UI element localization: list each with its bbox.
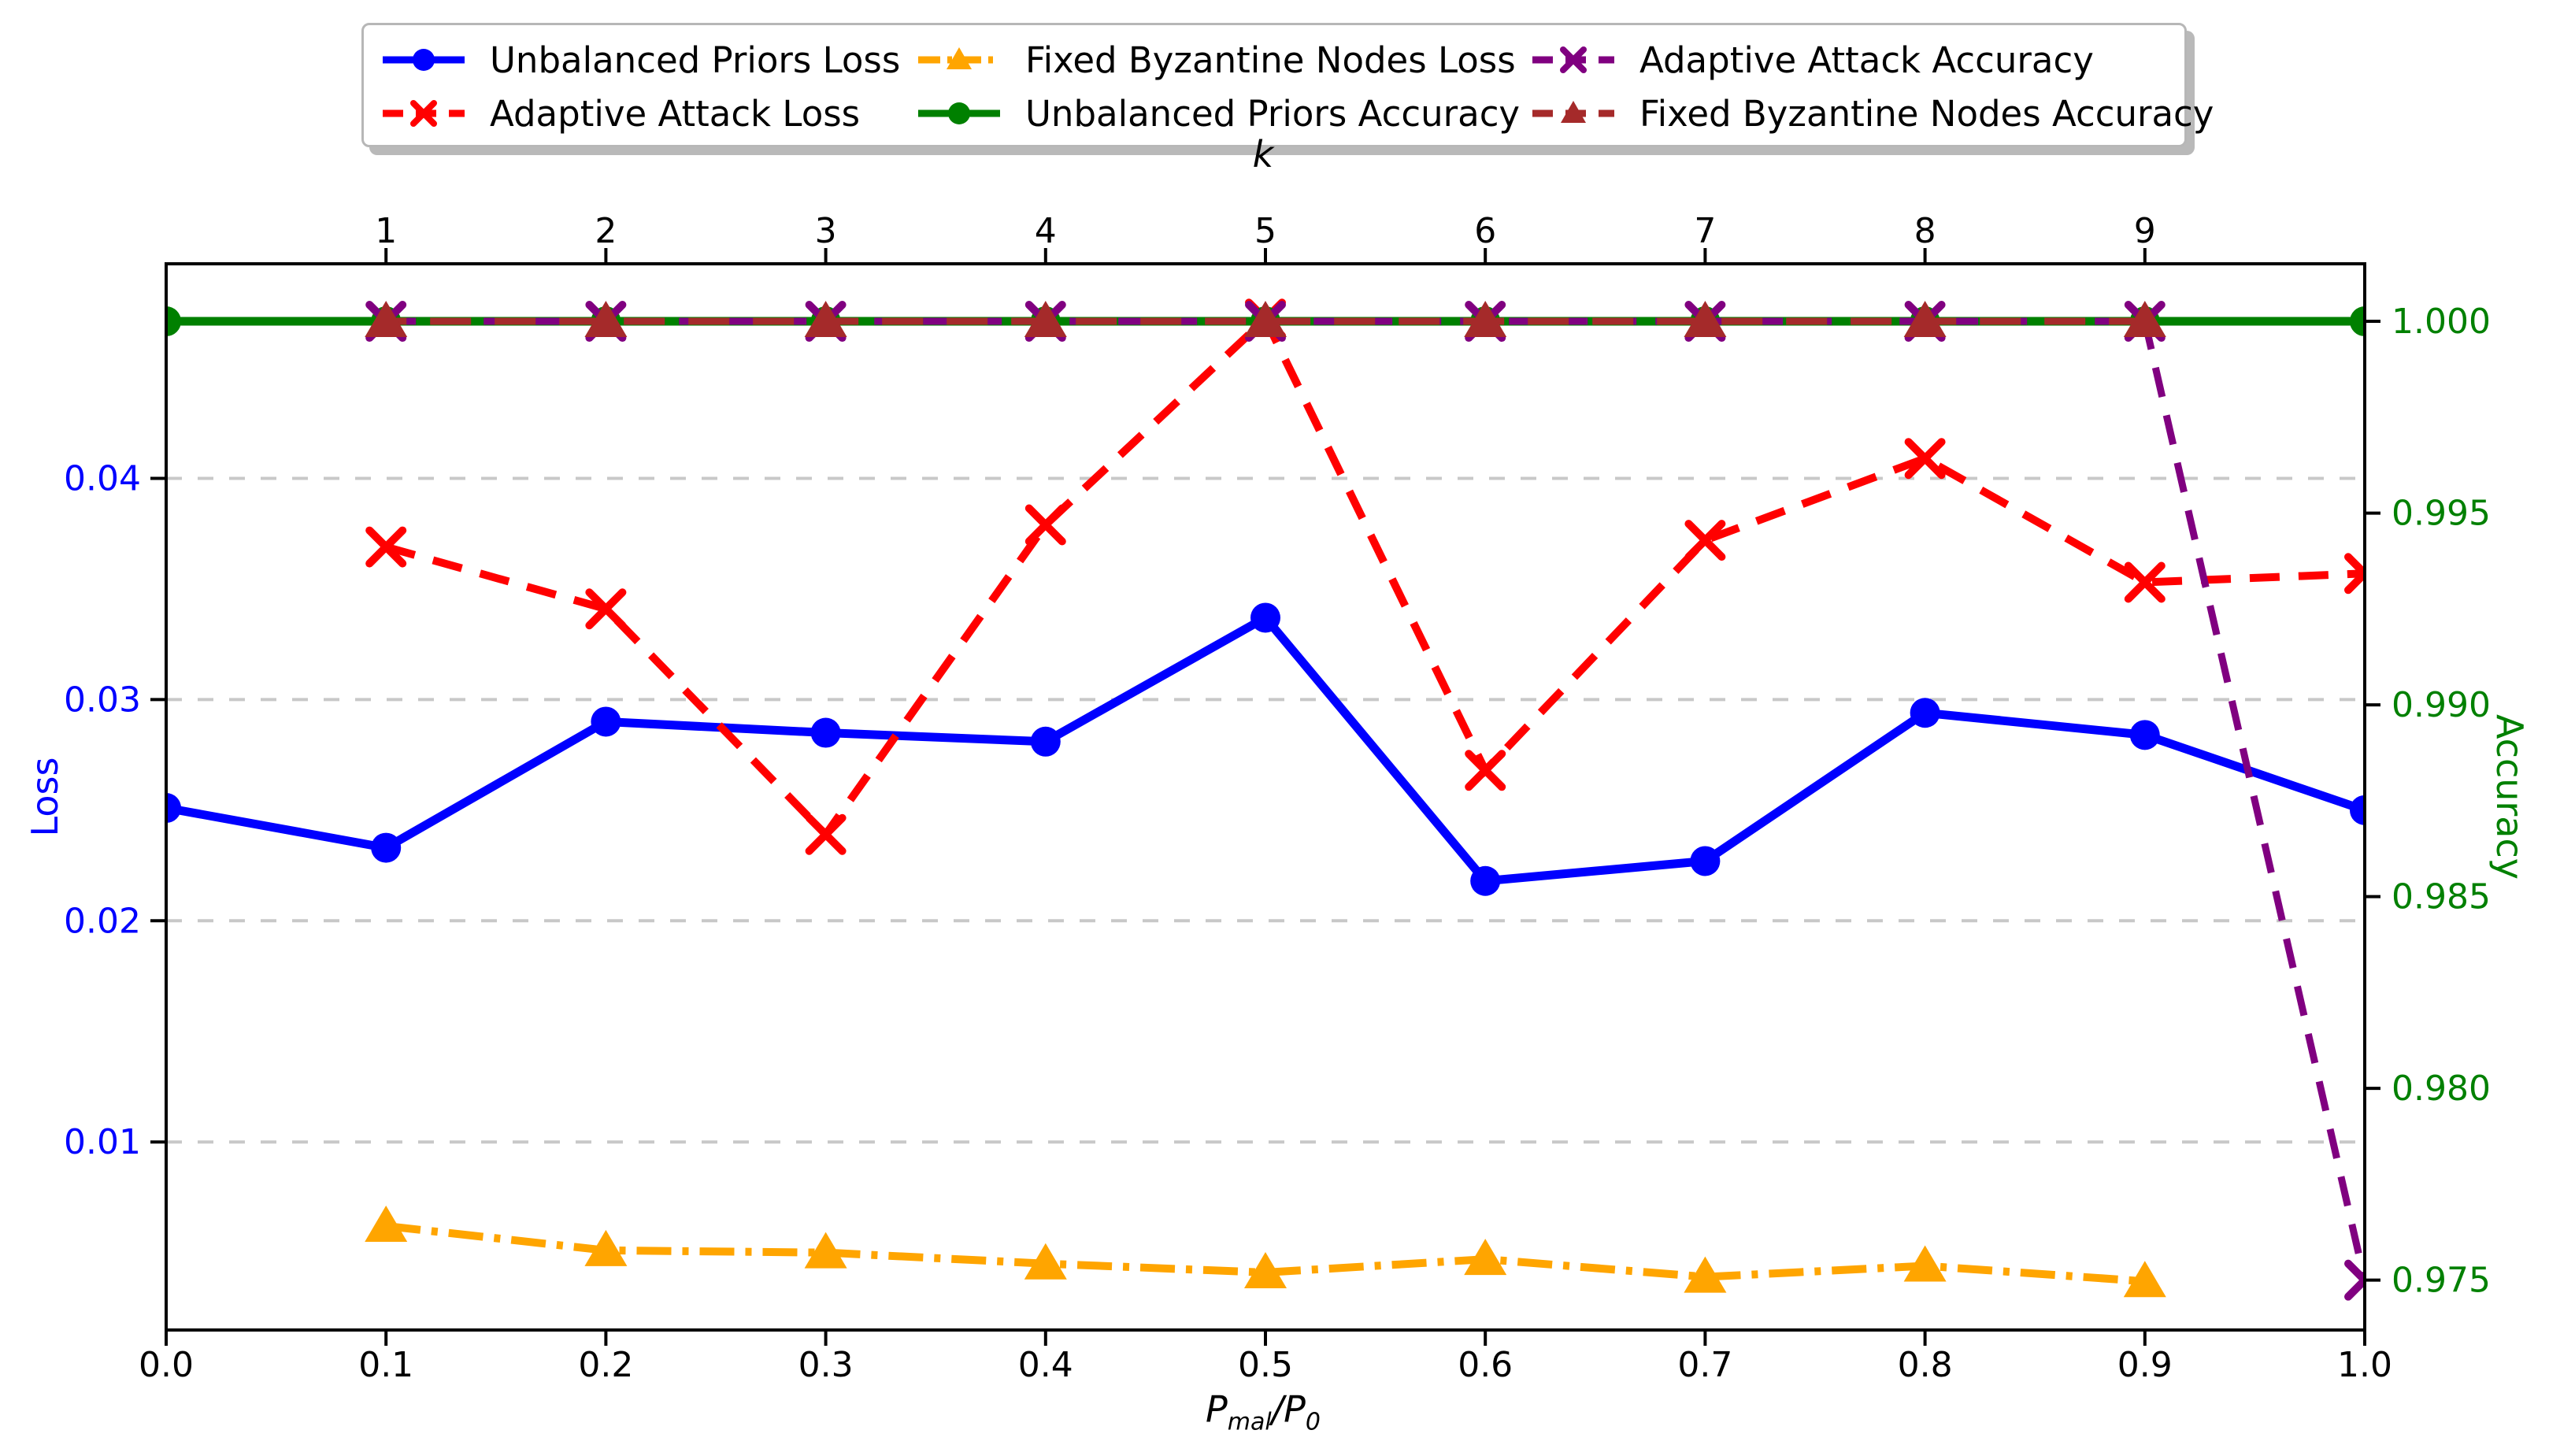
series-fixed-byzantine-nodes-loss	[365, 1205, 2166, 1298]
top-axis-label: k	[1252, 133, 1274, 176]
gridlines	[166, 476, 2365, 1144]
bottom-axis-label: Pmal/P0	[1206, 1387, 1321, 1436]
legend-label: Unbalanced Priors Loss	[490, 39, 901, 81]
bottom-tick-label: 0.4	[1018, 1345, 1073, 1385]
legend-entry-adaptive-attack-loss: Adaptive Attack Loss	[380, 90, 860, 137]
top-tick-label: 9	[2134, 211, 2156, 251]
legend-label: Adaptive Attack Loss	[490, 92, 861, 135]
top-tick-label: 2	[595, 211, 617, 251]
bottom-tick-label: 1.0	[2337, 1345, 2392, 1385]
legend-sample-triangle-icon	[1532, 101, 1614, 123]
right-tick-label: 0.995	[2392, 494, 2491, 534]
legend-sample-x-icon	[383, 100, 465, 127]
top-tick-label: 7	[1694, 211, 1716, 251]
top-tick-label: 1	[375, 211, 397, 251]
legend-label: Unbalanced Priors Accuracy	[1025, 92, 1521, 135]
right-axis-label: Accuracy	[2488, 713, 2531, 880]
legend-label: Adaptive Attack Accuracy	[1639, 39, 2094, 81]
legend-label: Fixed Byzantine Nodes Accuracy	[1639, 92, 2214, 135]
legend-label: Fixed Byzantine Nodes Loss	[1025, 39, 1516, 81]
series-unbalanced-priors-loss	[166, 602, 2365, 896]
series-adaptive-attack-loss	[365, 298, 2365, 855]
bottom-tick-label: 0.5	[1238, 1345, 1293, 1385]
left-tick-label: 0.03	[64, 680, 141, 720]
bottom-tick-label: 0.7	[1677, 1345, 1732, 1385]
right-tick-label: 0.990	[2392, 685, 2491, 725]
bottom-axis-label-p: P	[1205, 1387, 1228, 1431]
bottom-tick-label: 0.6	[1458, 1345, 1513, 1385]
bottom-tick-label: 0.8	[1898, 1345, 1953, 1385]
legend-entry-fixed-byzantine-nodes-loss: Fixed Byzantine Nodes Loss	[915, 36, 1516, 83]
bottom-axis-label-sub-mal: mal	[1227, 1408, 1272, 1436]
ticks: 0.0 0.1 0.2 0.3 0.4 0.5 0.6 0.7 0.8 0.9 1.0 1 2 3 4 5 6 7…	[64, 211, 2491, 1385]
series-fixed-byzantine-nodes-accuracy	[365, 301, 2166, 338]
bottom-tick-label: 0.9	[2117, 1345, 2173, 1385]
top-tick-label: 3	[815, 211, 837, 251]
plot-spines	[165, 262, 2366, 1332]
bottom-axis-label-slash-p: /P	[1271, 1387, 1306, 1431]
legend-sample-circle-icon	[918, 102, 1000, 124]
series-adaptive-attack-accuracy	[365, 301, 2365, 1301]
left-tick-label: 0.04	[64, 458, 141, 498]
legend-sample-x-icon	[1532, 46, 1614, 73]
legend-sample-triangle-icon	[918, 47, 1000, 69]
series-layer	[166, 298, 2365, 1301]
legend-entry-fixed-byzantine-nodes-accuracy: Fixed Byzantine Nodes Accuracy	[1529, 90, 2214, 137]
left-tick-label: 0.01	[64, 1122, 141, 1162]
legend: Unbalanced Priors Loss Adaptive Attack Lo…	[361, 23, 2214, 147]
bottom-tick-label: 0.3	[798, 1345, 854, 1385]
legend-entry-adaptive-attack-accuracy: Adaptive Attack Accuracy	[1529, 36, 2094, 83]
bottom-tick-label: 0.1	[358, 1345, 413, 1385]
top-tick-label: 8	[1914, 211, 1936, 251]
legend-entry-unbalanced-priors-accuracy: Unbalanced Priors Accuracy	[915, 90, 1520, 137]
bottom-tick-label: 0.0	[139, 1345, 194, 1385]
top-tick-label: 6	[1474, 211, 1496, 251]
bottom-tick-label: 0.2	[578, 1345, 633, 1385]
legend-entry-unbalanced-priors-loss: Unbalanced Priors Loss	[380, 36, 900, 83]
top-tick-label: 4	[1035, 211, 1057, 251]
bottom-axis-label-sub-0: 0	[1305, 1408, 1321, 1436]
right-tick-label: 0.975	[2392, 1261, 2491, 1301]
legend-sample-circle-icon	[383, 49, 465, 71]
right-tick-label: 0.980	[2392, 1069, 2491, 1109]
top-tick-label: 5	[1254, 211, 1276, 251]
right-tick-label: 0.985	[2392, 877, 2491, 917]
right-tick-label: 1.000	[2392, 302, 2491, 342]
left-axis-label: Loss	[24, 757, 66, 837]
left-tick-label: 0.02	[64, 901, 141, 941]
